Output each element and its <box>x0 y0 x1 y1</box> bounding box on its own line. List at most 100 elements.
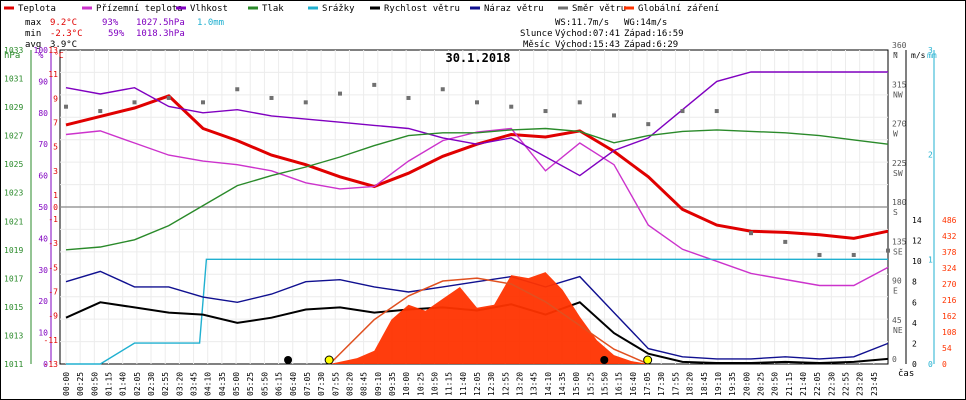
series-wind-dir-point <box>338 91 342 96</box>
axis-dir-unit: ° <box>893 51 898 60</box>
stats-block: max 9.2°C 93% 1027.5hPa 1.0mm min -2.3°C 59% 101… <box>25 18 224 50</box>
axis-pressure-tick: 1025 <box>4 160 23 169</box>
axis-dir-label: S <box>893 208 898 217</box>
axis-rain-unit: mm <box>927 51 937 60</box>
axis-wind-tick: 8 <box>912 278 917 287</box>
axis-radiation-tick: 432 <box>942 232 957 241</box>
info-wg: WG:14m/s <box>624 18 667 28</box>
x-tick-label: 05:00 <box>232 372 241 396</box>
x-tick-label: 02:30 <box>147 372 156 396</box>
stat-avg-temp: 3.9°C <box>50 40 77 50</box>
axis-dir-label: W <box>893 130 898 139</box>
stat-min-press: 1018.3hPa <box>136 29 185 39</box>
axis-wind-tick: 14 <box>912 216 922 225</box>
x-tick-label: 21:15 <box>785 372 794 396</box>
axis-dir-label: E <box>893 287 898 296</box>
legend-label: Rychlost větru <box>384 4 460 14</box>
axis-wind-tick: 6 <box>912 298 917 307</box>
axis-temp-tick: 13 <box>48 46 58 55</box>
x-tick-label: 14:35 <box>558 372 567 396</box>
x-tick-label: 10:50 <box>430 372 439 396</box>
x-tick-label: 17:30 <box>657 372 666 396</box>
x-axis-label: čas <box>898 368 914 379</box>
axis-pressure-tick: 1027 <box>4 132 23 141</box>
axis-dir-label: NW <box>893 90 903 99</box>
axis-temp-tick: 3 <box>53 167 58 176</box>
info-ws: WS:11.7m/s <box>555 18 609 28</box>
x-tick-label: 19:10 <box>714 372 723 396</box>
x-tick-label: 18:45 <box>700 372 709 396</box>
series-wind-dir-point <box>851 252 856 257</box>
axis-radiation-tick: 486 <box>942 216 957 225</box>
axis-wind-tick: 0 <box>912 360 917 369</box>
axis-humidity-tick: 10 <box>38 329 48 338</box>
x-tick-label: 22:55 <box>841 372 850 396</box>
axis-pressure-tick: 1015 <box>4 303 23 312</box>
info-moonrise: Východ:15:43 <box>555 40 620 50</box>
axis-pressure-tick: 1017 <box>4 274 23 283</box>
x-tick-label: 23:45 <box>870 372 879 396</box>
x-tick-label: 00:50 <box>90 372 99 396</box>
x-tick-label: 13:45 <box>530 372 539 396</box>
axis-temp-tick: 0 <box>53 203 58 212</box>
info-sunrise: Východ:07:41 <box>555 29 620 39</box>
axis-radiation-tick: 216 <box>942 296 957 305</box>
series-wind-dir-point <box>440 87 445 92</box>
x-tick-label: 22:30 <box>827 372 836 396</box>
axis-humidity-tick: 70 <box>38 140 48 149</box>
x-tick-label: 09:10 <box>374 372 383 396</box>
series-wind-dir-point <box>714 109 719 114</box>
x-tick-label: 00:00 <box>62 372 71 396</box>
legend-label: Přízemní teplota <box>96 4 183 14</box>
axis-dir-tick: 225 <box>892 159 907 168</box>
x-tick-label: 17:05 <box>643 372 652 396</box>
series-wind-dir-point <box>166 95 171 100</box>
series-wind-dir-point <box>132 100 137 105</box>
x-tick-label: 06:15 <box>275 372 284 396</box>
x-tick-label: 07:30 <box>317 372 326 396</box>
axis-temp-tick: 11 <box>48 70 58 79</box>
x-tick-label: 18:20 <box>686 372 695 396</box>
x-tick-label: 13:20 <box>516 372 525 396</box>
axis-pressure-tick: 1031 <box>4 75 23 84</box>
series-wind-dir-point <box>269 95 274 100</box>
axis-pressure-tick: 1021 <box>4 217 23 226</box>
x-tick-label: 05:25 <box>246 372 255 396</box>
x-tick-label: 20:00 <box>742 372 751 396</box>
axis-rain-tick: 2 <box>928 151 933 160</box>
axis-pressure-tick: 1013 <box>4 331 23 340</box>
stat-min-hum: 59% <box>108 29 125 39</box>
axis-temp-tick: 7 <box>53 118 58 127</box>
axis-radiation-tick: 270 <box>942 280 957 289</box>
axis-wind-tick: 4 <box>912 319 917 328</box>
axis-wind-tick: 12 <box>912 237 922 246</box>
x-tick-label: 12:55 <box>501 372 510 396</box>
axis-humidity-tick: 60 <box>38 172 48 181</box>
series-wind-dir-point <box>543 109 548 114</box>
axis-pressure-tick: 1011 <box>4 360 23 369</box>
axis-pressure-tick: 1023 <box>4 189 23 198</box>
series-wind-dir-point <box>98 109 103 114</box>
x-tick-label: 16:40 <box>629 372 638 396</box>
series-wind-dir-point <box>749 231 753 236</box>
axis-dir-label: SW <box>893 169 903 178</box>
axis-rain-tick: 1 <box>928 255 933 264</box>
series-vlhkost <box>65 71 888 177</box>
series-wind-dir-point <box>475 100 479 105</box>
legend-label: Srážky <box>322 4 355 14</box>
series-tlak <box>65 127 889 251</box>
x-tick-label: 20:50 <box>771 372 780 396</box>
x-tick-label: 21:40 <box>799 372 808 396</box>
legend-label: Tlak <box>262 4 284 14</box>
axis-pressure-unit: hPa <box>4 51 20 61</box>
axis-temp-tick: -1 <box>48 215 58 224</box>
axis-humidity-tick: 80 <box>38 109 48 118</box>
axis-humidity-unit: % <box>38 51 44 61</box>
series-wind-dir-point <box>509 104 514 109</box>
x-tick-label: 00:25 <box>76 372 85 396</box>
x-tick-label: 19:35 <box>728 372 737 396</box>
axis-dir-tick: 180 <box>892 198 907 207</box>
x-tick-label: 11:15 <box>445 372 454 396</box>
